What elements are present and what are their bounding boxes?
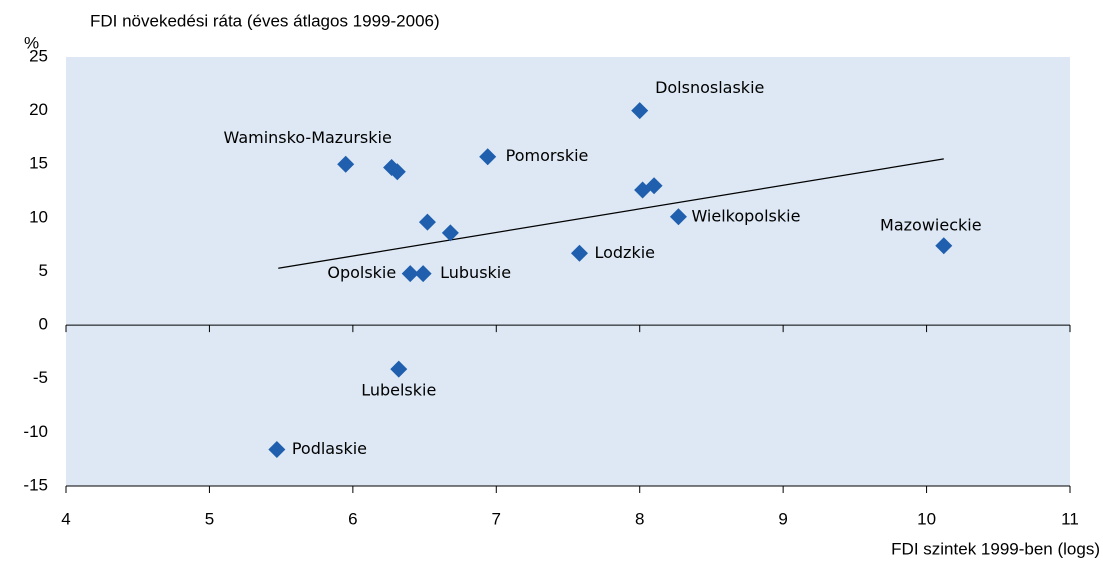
data-point <box>414 265 432 283</box>
x-tick-label: 5 <box>205 509 214 528</box>
point-label: Lodzkie <box>594 243 655 262</box>
y-tick-label: 0 <box>39 315 48 334</box>
data-point <box>390 360 408 378</box>
point-label: Lubuskie <box>440 263 511 282</box>
data-point <box>441 224 459 242</box>
x-tick-label: 8 <box>635 509 644 528</box>
data-point <box>337 155 355 173</box>
data-point <box>631 102 649 120</box>
data-point <box>479 148 497 166</box>
point-label: Mazowieckie <box>880 215 982 234</box>
y-tick-label: 5 <box>39 261 48 280</box>
data-point <box>401 265 419 283</box>
plot-area <box>66 57 1070 486</box>
x-tick-label: 10 <box>917 509 936 528</box>
y-axis-label: % <box>24 33 39 52</box>
data-point <box>268 441 286 459</box>
x-tick-label: 7 <box>492 509 501 528</box>
x-tick-label: 4 <box>61 509 70 528</box>
point-label: Podlaskie <box>292 439 367 458</box>
y-tick-label: 20 <box>29 100 48 119</box>
data-point <box>388 163 406 181</box>
y-tick-label: 10 <box>29 207 48 226</box>
point-label: Waminsko-Mazurskie <box>224 128 392 147</box>
point-label: Lubelskie <box>361 381 436 400</box>
x-tick-label: 6 <box>348 509 357 528</box>
point-label: Wielkopolskie <box>691 206 800 225</box>
data-point <box>669 208 687 226</box>
x-tick-label: 9 <box>778 509 787 528</box>
y-tick-label: 25 <box>29 46 48 65</box>
point-label: Opolskie <box>327 263 396 282</box>
data-point <box>418 213 436 231</box>
point-label: Dolsnoslaskie <box>655 78 764 97</box>
trend-line <box>278 158 944 269</box>
chart-title: FDI növekedési ráta (éves átlagos 1999-2… <box>90 11 440 30</box>
y-tick-label: -5 <box>33 368 48 387</box>
y-tick-label: -10 <box>23 422 48 441</box>
y-tick-label: 15 <box>29 154 48 173</box>
y-tick-label: -15 <box>23 475 48 494</box>
data-point <box>645 177 663 195</box>
data-point <box>935 237 953 255</box>
x-tick-label: 11 <box>1061 509 1079 528</box>
data-point <box>570 244 588 262</box>
point-label: Pomorskie <box>506 146 589 165</box>
x-axis-label: FDI szintek 1999-ben (logs) <box>891 539 1100 558</box>
